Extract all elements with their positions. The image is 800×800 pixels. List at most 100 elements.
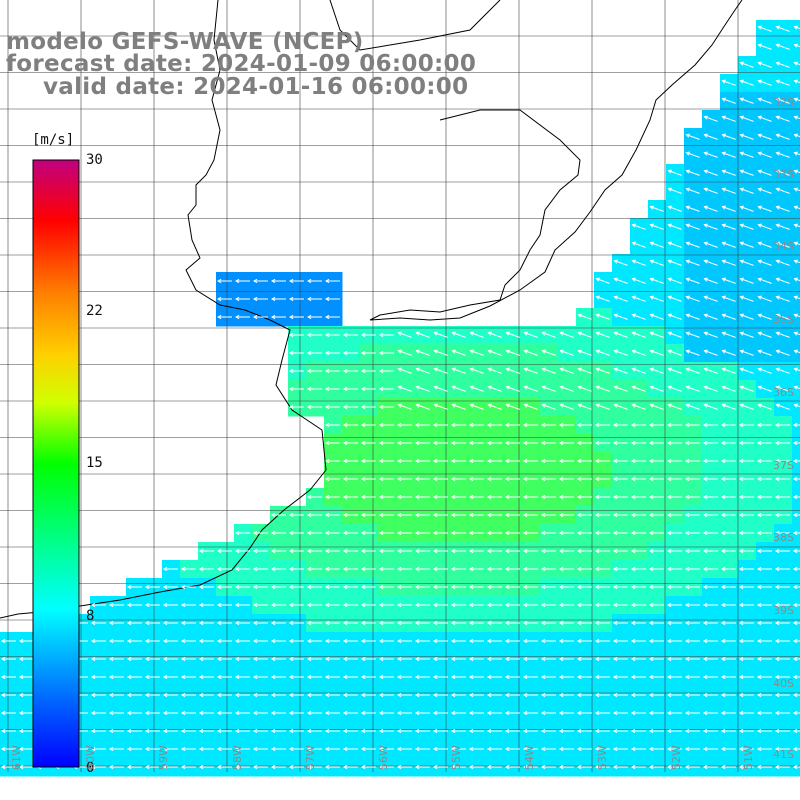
wind-arrow xyxy=(738,512,754,518)
wind-arrow xyxy=(288,584,304,590)
wind-arrow xyxy=(306,656,322,662)
wind-arrow xyxy=(414,584,430,590)
wind-arrow xyxy=(360,494,376,500)
wind-arrow xyxy=(559,403,574,410)
wind-arrow xyxy=(738,692,754,698)
wind-arrow xyxy=(684,530,700,536)
wind-arrow xyxy=(648,764,664,770)
wind-arrow xyxy=(216,296,232,302)
wind-arrow xyxy=(234,530,250,536)
wind-arrow xyxy=(162,620,178,626)
wind-arrow xyxy=(378,638,394,644)
wind-arrow xyxy=(594,548,610,554)
wind-arrow xyxy=(252,638,268,644)
wind-arrow xyxy=(162,710,178,716)
wind-arrow xyxy=(306,386,322,392)
wind-arrow xyxy=(0,692,16,698)
wind-arrow xyxy=(648,440,664,446)
wind-arrow xyxy=(649,367,664,374)
wind-arrow xyxy=(324,710,340,716)
wind-arrow xyxy=(486,710,502,716)
wind-arrow xyxy=(288,368,304,374)
wind-arrow xyxy=(739,133,754,140)
wind-arrow xyxy=(666,602,682,608)
wind-arrow xyxy=(342,728,358,734)
wind-arrow xyxy=(613,367,628,374)
wind-arrow xyxy=(685,295,700,302)
wind-arrow xyxy=(234,620,250,626)
wind-arrow xyxy=(162,728,178,734)
wind-arrow xyxy=(450,458,466,464)
wind-arrow xyxy=(721,313,736,320)
wind-arrow xyxy=(504,512,520,518)
wind-arrow xyxy=(648,674,664,680)
wind-arrow xyxy=(612,602,628,608)
wind-speed-cell xyxy=(792,308,800,327)
lat-label: 35S xyxy=(773,313,794,326)
lon-label: 58W xyxy=(231,745,244,770)
wind-arrow xyxy=(720,530,736,536)
wind-arrow xyxy=(757,367,772,374)
wind-arrow xyxy=(721,169,736,176)
wind-arrow xyxy=(468,638,484,644)
wind-arrow xyxy=(775,187,790,194)
wind-arrow xyxy=(486,728,502,734)
wind-arrow xyxy=(0,710,16,716)
wind-arrow xyxy=(396,638,412,644)
wind-arrow xyxy=(540,656,556,662)
wind-arrow xyxy=(721,223,736,230)
wind-arrow xyxy=(414,440,430,446)
wind-arrow xyxy=(126,656,142,662)
wind-arrow xyxy=(684,728,700,734)
wind-arrow xyxy=(792,476,800,482)
wind-arrow xyxy=(540,566,556,572)
wind-arrow xyxy=(594,692,610,698)
wind-arrow xyxy=(612,512,628,518)
wind-arrow xyxy=(612,710,628,716)
wind-arrow xyxy=(720,764,736,770)
wind-arrow xyxy=(90,674,106,680)
wind-arrow xyxy=(342,746,358,752)
wind-arrow xyxy=(721,79,736,86)
wind-arrow xyxy=(721,205,736,212)
wind-arrow xyxy=(613,385,628,392)
wind-arrow xyxy=(450,476,466,482)
wind-arrow xyxy=(775,151,790,158)
wind-arrow xyxy=(487,385,502,392)
wind-arrow xyxy=(216,584,232,590)
wind-arrow xyxy=(666,620,682,626)
wind-arrow xyxy=(144,692,160,698)
wind-arrow xyxy=(721,331,736,338)
wind-arrow xyxy=(774,584,790,590)
wind-arrow xyxy=(108,692,124,698)
wind-arrow xyxy=(594,584,610,590)
wind-arrow xyxy=(108,764,124,770)
wind-arrow xyxy=(576,692,592,698)
wind-arrow xyxy=(414,494,430,500)
wind-arrow xyxy=(468,458,484,464)
wind-arrow xyxy=(180,620,196,626)
wind-arrow xyxy=(684,458,700,464)
wind-arrow xyxy=(396,692,412,698)
wind-arrow xyxy=(576,674,592,680)
wind-arrow xyxy=(648,548,664,554)
wind-arrow xyxy=(216,692,232,698)
wind-arrow xyxy=(684,692,700,698)
wind-arrow xyxy=(649,277,664,284)
wind-arrow xyxy=(559,331,574,338)
wind-arrow xyxy=(342,692,358,698)
wind-arrow xyxy=(486,674,502,680)
wind-arrow xyxy=(558,476,574,482)
wind-arrow xyxy=(324,512,340,518)
wind-arrow xyxy=(378,512,394,518)
wind-arrow xyxy=(378,440,394,446)
wind-arrow xyxy=(648,746,664,752)
wind-arrow xyxy=(90,656,106,662)
wind-arrow xyxy=(342,368,358,374)
wind-arrow xyxy=(739,259,754,266)
wind-arrow xyxy=(378,386,394,392)
wind-arrow xyxy=(558,512,574,518)
wind-arrow xyxy=(90,638,106,644)
wind-arrow xyxy=(396,602,412,608)
wind-arrow xyxy=(793,331,800,336)
